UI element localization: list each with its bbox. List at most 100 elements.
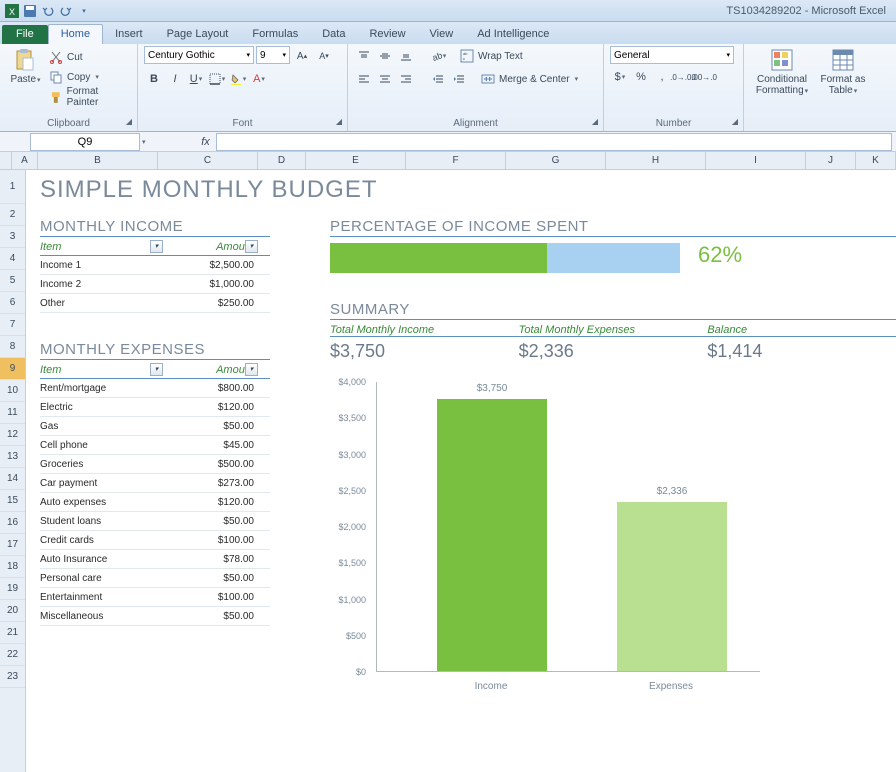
orientation-button[interactable]: ab <box>428 46 448 66</box>
save-icon[interactable] <box>22 3 38 19</box>
fill-color-button[interactable] <box>228 69 248 89</box>
row-header[interactable]: 8 <box>0 336 25 358</box>
bold-button[interactable]: B <box>144 69 164 89</box>
decrease-indent-button[interactable] <box>428 69 448 89</box>
font-family-combo[interactable]: Century Gothic▾ <box>144 46 254 64</box>
row-header[interactable]: 17 <box>0 534 25 556</box>
tab-page-layout[interactable]: Page Layout <box>155 25 241 44</box>
italic-button[interactable]: I <box>165 69 185 89</box>
column-header[interactable]: G <box>506 152 606 169</box>
formula-input[interactable] <box>216 133 892 151</box>
row-header[interactable]: 20 <box>0 600 25 622</box>
column-header[interactable]: H <box>606 152 706 169</box>
tab-file[interactable]: File <box>2 25 48 44</box>
row-header[interactable]: 6 <box>0 292 25 314</box>
cut-button[interactable]: Cut <box>49 48 131 66</box>
paste-button[interactable]: Paste <box>6 46 45 85</box>
row-header[interactable]: 18 <box>0 556 25 578</box>
format-painter-button[interactable]: Format Painter <box>49 88 131 106</box>
column-header[interactable]: K <box>856 152 896 169</box>
filter-button[interactable]: ▾ <box>150 240 163 253</box>
grow-font-button[interactable]: A▴ <box>292 46 312 66</box>
qat-dropdown-icon[interactable]: ▾ <box>76 3 92 19</box>
row-header[interactable]: 15 <box>0 490 25 512</box>
expense-amount: $800.00 <box>165 379 260 397</box>
row-header[interactable]: 16 <box>0 512 25 534</box>
align-right-button[interactable] <box>396 69 416 89</box>
copy-button[interactable]: Copy <box>49 68 131 86</box>
fx-icon[interactable]: fx <box>196 136 216 148</box>
excel-icon[interactable]: X <box>4 3 20 19</box>
tab-insert[interactable]: Insert <box>103 25 155 44</box>
font-color-button[interactable]: A <box>249 69 269 89</box>
shrink-font-button[interactable]: A▾ <box>314 46 334 66</box>
column-header[interactable]: B <box>38 152 158 169</box>
row-header[interactable]: 22 <box>0 644 25 666</box>
tab-review[interactable]: Review <box>357 25 417 44</box>
align-left-button[interactable] <box>354 69 374 89</box>
row-header[interactable]: 23 <box>0 666 25 688</box>
number-dialog-launcher[interactable]: ◢ <box>729 117 741 129</box>
format-as-table-button[interactable]: Format as Table <box>818 46 868 96</box>
row-header[interactable]: 21 <box>0 622 25 644</box>
y-tick-label: $2,000 <box>338 522 366 532</box>
filter-button[interactable]: ▾ <box>245 240 258 253</box>
bar-value-label: $2,336 <box>617 486 727 497</box>
merge-center-button[interactable]: Merge & Center <box>481 69 578 89</box>
align-top-button[interactable] <box>354 46 374 66</box>
underline-button[interactable]: U <box>186 69 206 89</box>
decrease-decimal-button[interactable]: .00→.0 <box>694 67 714 87</box>
tab-view[interactable]: View <box>418 25 466 44</box>
wrap-text-button[interactable]: abcWrap Text <box>460 46 523 66</box>
row-header[interactable]: 2 <box>0 204 25 226</box>
row-header[interactable]: 5 <box>0 270 25 292</box>
filter-button[interactable]: ▾ <box>245 363 258 376</box>
align-bottom-button[interactable] <box>396 46 416 66</box>
tab-home[interactable]: Home <box>48 24 103 44</box>
font-size-combo[interactable]: 9▾ <box>256 46 290 64</box>
increase-decimal-button[interactable]: .0→.00 <box>673 67 693 87</box>
column-header[interactable]: D <box>258 152 306 169</box>
currency-button[interactable]: $ <box>610 67 630 87</box>
select-all-corner[interactable] <box>0 152 12 170</box>
tab-ad-intelligence[interactable]: Ad Intelligence <box>465 25 561 44</box>
borders-button[interactable] <box>207 69 227 89</box>
row-header[interactable]: 19 <box>0 578 25 600</box>
group-styles: Conditional Formatting Format as Table <box>744 44 896 131</box>
row-header[interactable]: 4 <box>0 248 25 270</box>
number-format-combo[interactable]: General▾ <box>610 46 734 64</box>
increase-indent-button[interactable] <box>449 69 469 89</box>
column-header[interactable]: F <box>406 152 506 169</box>
align-middle-button[interactable] <box>375 46 395 66</box>
column-header[interactable]: C <box>158 152 258 169</box>
redo-icon[interactable] <box>58 3 74 19</box>
column-header[interactable]: J <box>806 152 856 169</box>
name-box[interactable]: Q9 <box>30 133 140 151</box>
comma-button[interactable]: , <box>652 67 672 87</box>
filter-button[interactable]: ▾ <box>150 363 163 376</box>
tab-formulas[interactable]: Formulas <box>240 25 310 44</box>
row-header[interactable]: 13 <box>0 446 25 468</box>
font-dialog-launcher[interactable]: ◢ <box>333 117 345 129</box>
column-header[interactable]: I <box>706 152 806 169</box>
row-header[interactable]: 12 <box>0 424 25 446</box>
conditional-formatting-button[interactable]: Conditional Formatting <box>750 46 814 96</box>
row-header[interactable]: 10 <box>0 380 25 402</box>
row-header[interactable]: 11 <box>0 402 25 424</box>
alignment-dialog-launcher[interactable]: ◢ <box>589 117 601 129</box>
percent-button[interactable]: % <box>631 67 651 87</box>
align-center-button[interactable] <box>375 69 395 89</box>
column-header[interactable]: A <box>12 152 38 169</box>
tab-data[interactable]: Data <box>310 25 357 44</box>
row-header[interactable]: 1 <box>0 170 25 204</box>
row-header[interactable]: 7 <box>0 314 25 336</box>
row-header[interactable]: 14 <box>0 468 25 490</box>
row-header[interactable]: 3 <box>0 226 25 248</box>
column-header[interactable]: E <box>306 152 406 169</box>
undo-icon[interactable] <box>40 3 56 19</box>
row-header[interactable]: 9 <box>0 358 25 380</box>
expense-item: Personal care <box>40 569 165 587</box>
table-row: Income 2$1,000.00 <box>40 275 270 294</box>
clipboard-dialog-launcher[interactable]: ◢ <box>123 117 135 129</box>
worksheet[interactable]: SIMPLE MONTHLY BUDGET MONTHLY INCOME Ite… <box>26 170 896 772</box>
